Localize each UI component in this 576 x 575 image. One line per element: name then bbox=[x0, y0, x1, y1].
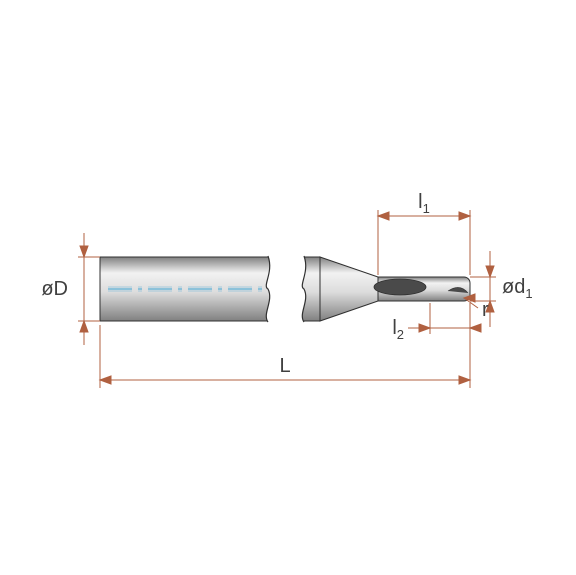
dim-label-D: øD bbox=[41, 278, 68, 300]
dim-label: L bbox=[279, 355, 290, 377]
break-gap bbox=[266, 256, 305, 322]
dim-label-r: r bbox=[482, 299, 489, 321]
flute bbox=[374, 279, 426, 295]
